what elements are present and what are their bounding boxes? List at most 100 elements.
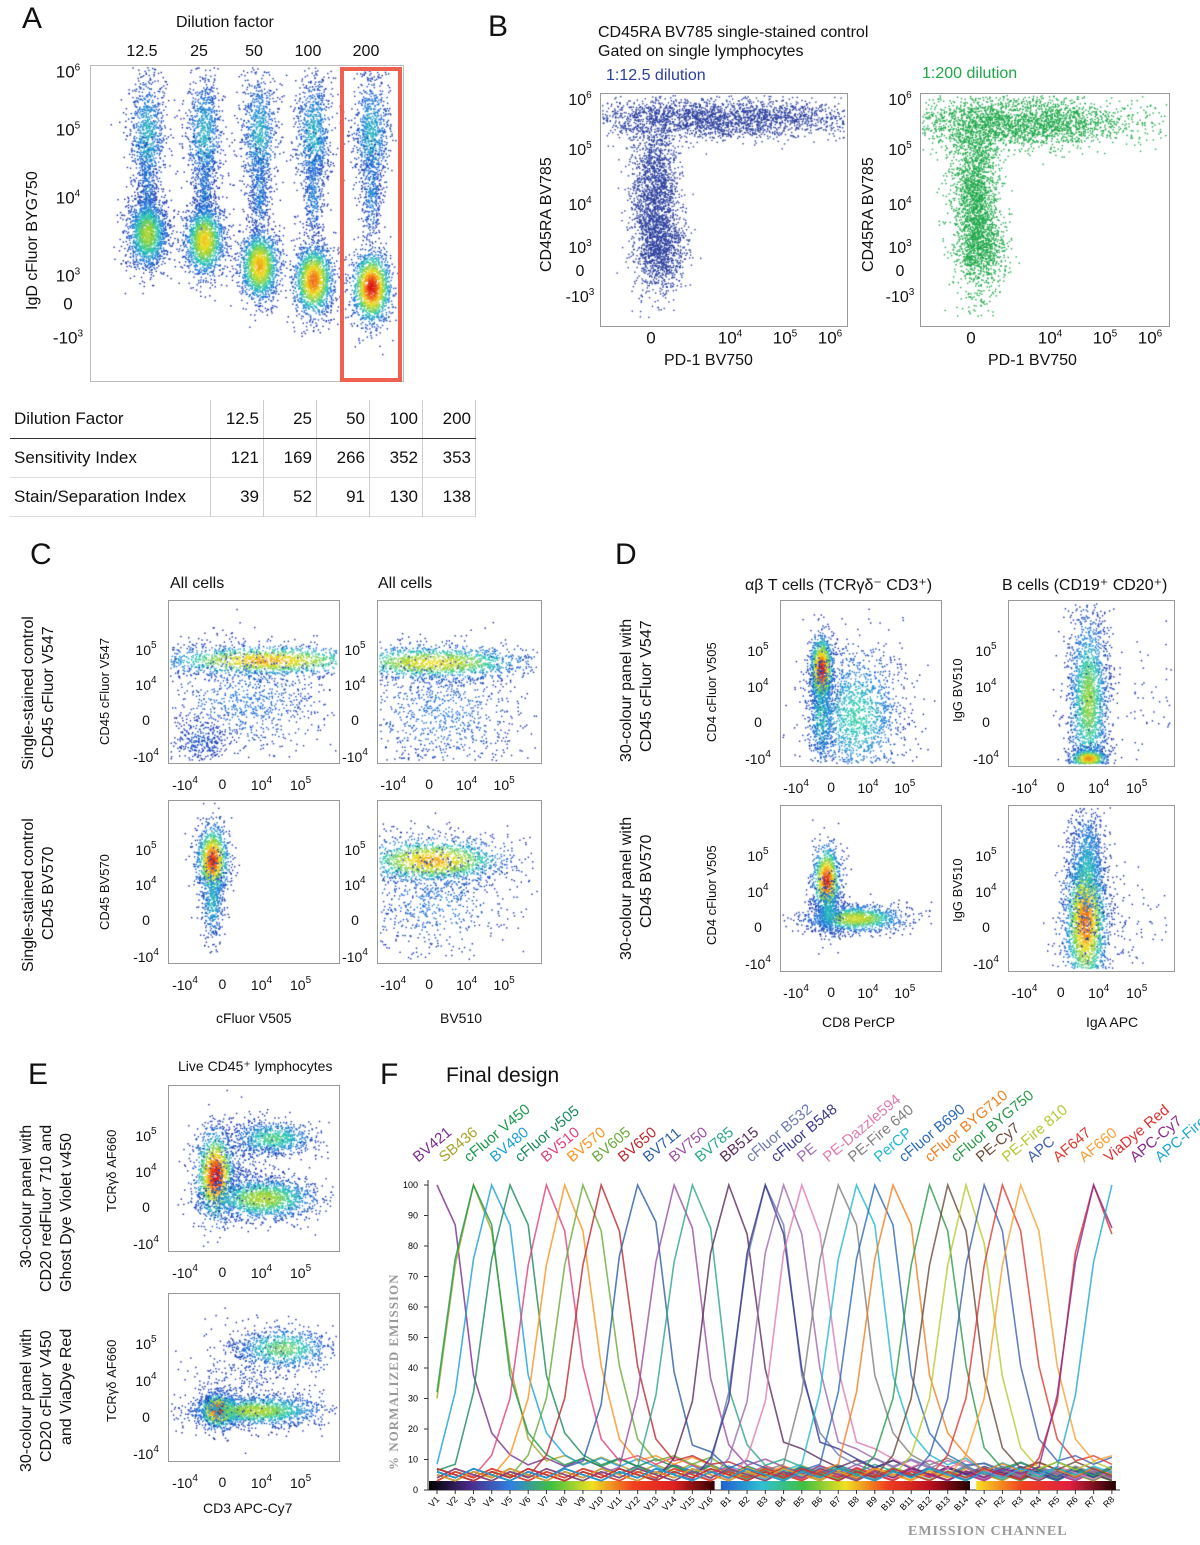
channel-label-B6: B6: [810, 1494, 825, 1509]
y-tick-label: 0: [351, 911, 359, 928]
y-tick-label: -104: [745, 954, 771, 973]
dilution-200-highlight-box: [340, 67, 402, 382]
panel-e-y-label-1: TCRγδ AF660: [104, 1129, 119, 1212]
channel-label-V4: V4: [481, 1494, 496, 1509]
y-tick-label: 0: [351, 711, 359, 728]
index-table: Dilution Factor 12.5 25 50 100 200 Sensitivit…: [10, 400, 476, 517]
x-tick-label: -104: [1011, 778, 1038, 796]
panel-b-subtitle: Gated on single lymphocytes: [598, 43, 804, 60]
x-tick-label: 0: [218, 776, 227, 792]
y-tick-label: 0: [142, 1408, 150, 1425]
panel-c-row-label-1a: Single-stained control: [20, 616, 37, 770]
y-tick-label: 104: [55, 188, 81, 208]
channel-label-B7: B7: [828, 1494, 843, 1509]
cell: 25: [263, 400, 317, 439]
x-tick-label: 105: [493, 775, 515, 793]
y-tick-label: 20: [408, 1424, 418, 1434]
y-tick-label: 104: [747, 676, 769, 695]
x-axis-label: EMISSION CHANNEL: [908, 1524, 1068, 1539]
panel-e-row-label-2a: 30-colour panel with: [18, 1328, 35, 1472]
channel-label-R7: R7: [1083, 1494, 1098, 1509]
panel-b-y-label-1: CD45RA BV785: [538, 157, 555, 272]
y-tick-label: 105: [344, 839, 366, 858]
y-tick-label: 100: [403, 1180, 418, 1190]
channel-label-B1: B1: [718, 1494, 733, 1509]
panel-d-plot-2: [1008, 600, 1175, 767]
row-label: Dilution Factor: [10, 400, 211, 439]
channel-label-B14: B14: [952, 1494, 970, 1512]
channel-label-B11: B11: [898, 1494, 916, 1512]
y-tick-label: 0: [413, 1485, 418, 1495]
panel-d-plot-4: [1008, 805, 1175, 972]
y-tick-label: 103: [888, 238, 912, 257]
panel-d-y-label-3: CD4 cFluor V505: [704, 845, 719, 945]
y-tick-label: 0: [63, 294, 73, 314]
panel-c-plot-3: [168, 800, 340, 964]
channel-label-B4: B4: [773, 1494, 788, 1509]
panel-b-plot-2: [920, 93, 1170, 327]
plot-subtitle-1-200: 1:200 dilution: [922, 65, 1018, 82]
panel-e-row-label-1c: Ghost Dye Violet v450: [58, 1133, 75, 1292]
panel-b-letter: B: [488, 10, 509, 43]
y-tick-label: -104: [745, 749, 771, 768]
y-tick-label: 105: [747, 640, 769, 659]
x-tick-label: 105: [290, 775, 312, 793]
y-tick-label: 0: [142, 911, 150, 928]
x-tick-label: 105: [1126, 983, 1148, 1001]
panel-c-col-title-2: All cells: [378, 575, 433, 592]
row-label: Sensitivity Index: [10, 438, 211, 478]
cell: 50: [316, 400, 370, 439]
panel-e-row-label-1a: 30-colour panel with: [18, 1124, 35, 1268]
y-tick-label: 103: [568, 238, 592, 257]
channel-label-R2: R2: [992, 1494, 1007, 1509]
y-tick-label: -104: [342, 746, 368, 765]
channel-label-B5: B5: [791, 1494, 806, 1509]
x-tick-label: 104: [250, 775, 273, 793]
dilution-label: 12.5: [126, 43, 158, 60]
row-label: Stain/Separation Index: [10, 477, 211, 517]
x-tick-label: 104: [1088, 778, 1110, 796]
spectrum-line-apc-fire-810: [436, 1184, 1113, 1482]
panel-b-plot-1: [600, 93, 848, 327]
y-tick-label: 40: [408, 1363, 418, 1373]
x-tick-label: 104: [250, 1473, 273, 1491]
cell: 52: [263, 477, 317, 517]
panel-c-row-label-2a: Single-stained control: [20, 818, 37, 972]
cell: 100: [369, 400, 423, 439]
panel-d-col-title-2: B cells (CD19⁺ CD20⁺): [1002, 577, 1168, 594]
channel-label-B10: B10: [879, 1494, 897, 1512]
x-tick-label: 0: [425, 776, 434, 792]
channel-label-V11: V11: [606, 1494, 624, 1512]
table-row: Sensitivity Index 121 169 266 352 353: [10, 438, 476, 478]
dilution-label: 100: [294, 43, 322, 60]
panel-d-plot-3: [780, 805, 942, 972]
channel-label-V7: V7: [536, 1494, 551, 1509]
cell: 39: [210, 477, 264, 517]
channel-label-V2: V2: [445, 1494, 460, 1509]
channel-label-V14: V14: [660, 1494, 678, 1512]
x-tick-label: 105: [290, 1263, 312, 1281]
x-tick-label: 105: [290, 1473, 312, 1491]
channel-label-B9: B9: [864, 1494, 879, 1509]
y-tick-label: 10: [408, 1455, 418, 1465]
x-tick-label: 0: [827, 984, 836, 1000]
channel-label-R8: R8: [1101, 1494, 1116, 1509]
channel-label-V1: V1: [427, 1494, 442, 1509]
x-tick-label: 104: [250, 975, 273, 993]
x-tick-label: 106: [1137, 328, 1163, 348]
y-tick-label: 105: [888, 140, 912, 159]
channel-label-V6: V6: [518, 1494, 533, 1509]
x-tick-label: 104: [456, 775, 478, 793]
channel-label-V16: V16: [697, 1494, 715, 1512]
y-tick-label: 30: [408, 1394, 418, 1404]
x-tick-label: 104: [857, 983, 879, 1001]
panel-d-letter: D: [615, 538, 637, 571]
x-tick-label: -104: [172, 775, 198, 793]
cell: 138: [422, 477, 476, 517]
panel-b-title: CD45RA BV785 single-stained control: [598, 24, 869, 41]
spectrum-line-bv570: [436, 1182, 1113, 1482]
y-tick-label: 0: [982, 714, 990, 731]
panel-e-title: Live CD45⁺ lymphocytes: [178, 1058, 333, 1074]
x-tick-label: 106: [817, 328, 843, 348]
x-tick-label: 0: [218, 1474, 227, 1490]
